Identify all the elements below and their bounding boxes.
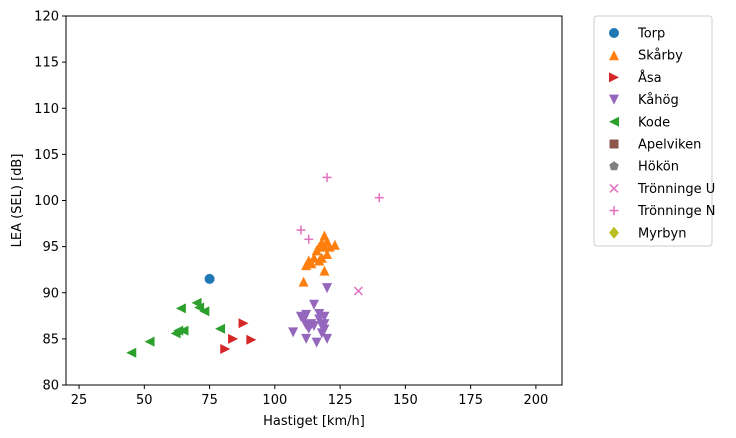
data-point (238, 318, 249, 329)
legend-marker (609, 161, 619, 171)
data-point (228, 333, 239, 344)
data-point (322, 172, 332, 182)
legend-marker (609, 28, 619, 38)
legend-marker (609, 72, 619, 83)
data-point (311, 337, 322, 348)
legend-label: Kåhög (638, 93, 679, 108)
y-tick-label: 115 (34, 56, 59, 71)
data-point (178, 325, 189, 336)
data-point (194, 302, 205, 313)
data-point (296, 225, 306, 235)
y-tick-label: 110 (34, 102, 59, 117)
data-point (173, 325, 184, 336)
data-point (319, 319, 330, 330)
y-tick-label: 105 (34, 148, 59, 163)
legend-label: Trönninge N (637, 204, 715, 219)
y-tick-label: 120 (34, 10, 59, 25)
data-point (309, 299, 319, 310)
legend-frame (593, 15, 713, 247)
data-point (309, 320, 319, 331)
data-point (301, 333, 312, 344)
data-point (144, 336, 155, 347)
legend-marker (609, 183, 619, 193)
x-tick-label: 175 (458, 393, 483, 408)
x-axis: 25 50 75 100 125 150 175 200 (71, 385, 548, 408)
x-tick-label: 75 (201, 393, 218, 408)
data-point (322, 283, 333, 294)
legend-label: Åsa (638, 70, 662, 86)
legend-label: Skårby (638, 49, 683, 64)
plot-area: 25 50 75 100 125 150 175 200 80 85 90 95 100 105 110 1… (34, 10, 563, 408)
legend-marker (609, 139, 619, 149)
data-point (175, 303, 186, 314)
legend-label: Apelviken (638, 138, 701, 153)
y-tick-label: 95 (42, 240, 59, 255)
y-axis: 80 85 90 95 100 105 110 115 120 (34, 10, 66, 394)
x-tick-label: 150 (393, 393, 418, 408)
data-point (220, 344, 231, 355)
y-tick-label: 100 (34, 194, 59, 209)
data-points (126, 172, 384, 358)
y-axis-label: LEA (SEL) [dB] (10, 154, 25, 248)
data-point (314, 314, 325, 325)
data-point (319, 311, 330, 322)
data-point (319, 265, 330, 276)
x-tick-label: 100 (262, 393, 287, 408)
data-point (316, 252, 327, 263)
data-point (199, 306, 210, 317)
x-tick-label: 25 (71, 393, 88, 408)
x-tick-label: 50 (136, 393, 153, 408)
data-point (353, 286, 363, 296)
y-tick-label: 90 (42, 286, 59, 301)
data-point (301, 309, 312, 320)
x-axis-label: Hastiget [km/h] (263, 414, 365, 429)
data-point (374, 193, 384, 203)
legend-marker (609, 94, 619, 105)
legend-label: Myrbyn (638, 226, 686, 241)
data-point (309, 252, 319, 263)
x-tick-label: 125 (328, 393, 353, 408)
legend-marker (609, 206, 619, 216)
data-point (246, 334, 257, 345)
data-point (126, 347, 137, 358)
legend-label: Trönninge U (637, 182, 715, 197)
data-point (298, 276, 309, 287)
y-tick-label: 80 (42, 379, 59, 394)
x-tick-label: 200 (523, 393, 548, 408)
data-point (319, 324, 330, 335)
y-tick-label: 85 (42, 332, 59, 347)
legend: Torp Skårby Åsa Kåhög Kode Apelviken Hökön Trön… (593, 15, 715, 247)
legend-marker (609, 50, 619, 61)
data-point (324, 241, 335, 252)
data-point (306, 258, 317, 269)
legend-label: Hökön (638, 160, 679, 175)
data-point (314, 308, 325, 319)
data-point (204, 273, 215, 284)
data-point (322, 333, 333, 344)
legend-label: Kode (638, 115, 670, 130)
data-point (304, 234, 314, 244)
data-point (322, 249, 333, 260)
legend-marker (609, 116, 619, 127)
legend-marker (609, 226, 619, 239)
legend-label: Torp (637, 27, 665, 42)
data-point (288, 327, 299, 338)
data-point (215, 323, 226, 334)
